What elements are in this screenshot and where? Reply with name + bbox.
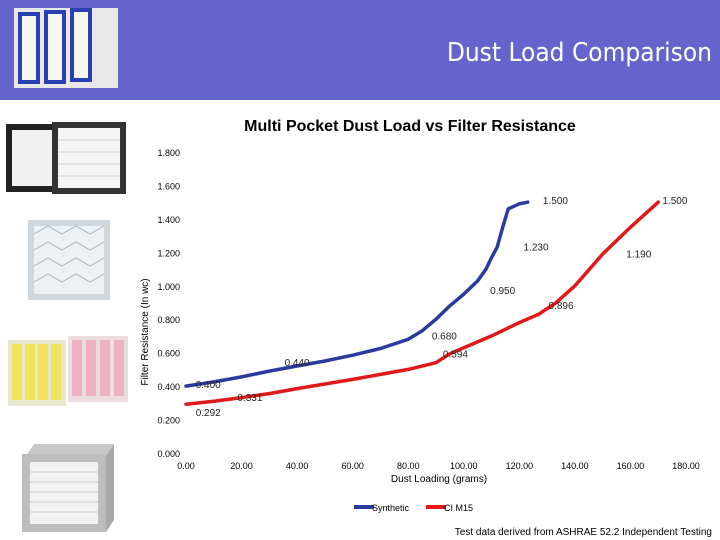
data-label: 1.230 — [523, 243, 548, 254]
box-filter-photo — [22, 444, 114, 532]
data-label: 0.680 — [432, 331, 457, 342]
y-tick-label: 0.000 — [157, 449, 180, 459]
data-label: 0.292 — [196, 408, 221, 419]
chart-title: Multi Pocket Dust Load vs Filter Resista… — [244, 118, 576, 135]
pocket-filter-photo — [14, 8, 118, 88]
legend-label: Synthetic — [372, 503, 410, 513]
data-label: 1.500 — [543, 196, 568, 207]
x-tick-label: 40.00 — [286, 461, 309, 471]
y-tick-label: 0.400 — [157, 382, 180, 392]
header-band — [0, 0, 720, 100]
series-line-synthetic — [184, 200, 530, 388]
y-tick-label: 1.800 — [157, 148, 180, 158]
legend-label: CI M15 — [444, 503, 473, 513]
pleated-filter-photo — [28, 220, 110, 300]
data-label: 0.896 — [548, 301, 573, 312]
x-tick-label: 80.00 — [397, 461, 420, 471]
x-tick-label: 140.00 — [561, 461, 589, 471]
source-footnote: Test data derived from ASHRAE 52.2 Indep… — [454, 527, 712, 538]
data-label: 0.594 — [443, 350, 468, 361]
data-label: 0.400 — [196, 380, 221, 391]
y-tick-label: 1.000 — [157, 282, 180, 292]
data-label: 1.500 — [662, 196, 687, 207]
x-tick-label: 120.00 — [506, 461, 534, 471]
data-label: 0.440 — [285, 358, 310, 369]
y-tick-label: 1.200 — [157, 248, 180, 258]
data-label: 1.190 — [626, 249, 651, 260]
x-tick-label: 0.00 — [177, 461, 195, 471]
slide-title: Dust Load Comparison — [446, 38, 712, 68]
bag-filter-photo — [8, 336, 128, 406]
x-tick-label: 20.00 — [230, 461, 253, 471]
data-label: 0.331 — [237, 393, 262, 404]
dust-load-chart: Filter Resistance (In wc) Dust Loading (… — [140, 148, 700, 513]
y-tick-label: 0.800 — [157, 315, 180, 325]
y-tick-label: 0.600 — [157, 349, 180, 359]
y-tick-label: 0.200 — [157, 416, 180, 426]
y-axis-label: Filter Resistance (In wc) — [140, 278, 151, 385]
data-label: 0.950 — [490, 286, 515, 297]
y-tick-label: 1.600 — [157, 181, 180, 191]
y-tick-label: 1.400 — [157, 215, 180, 225]
x-axis-label: Dust Loading (grams) — [391, 474, 487, 485]
x-tick-label: 60.00 — [341, 461, 364, 471]
x-tick-label: 100.00 — [450, 461, 478, 471]
panel-filter-photo — [6, 122, 126, 194]
x-tick-label: 160.00 — [617, 461, 645, 471]
x-tick-label: 180.00 — [672, 461, 700, 471]
series-line-ci-m15 — [184, 200, 660, 406]
